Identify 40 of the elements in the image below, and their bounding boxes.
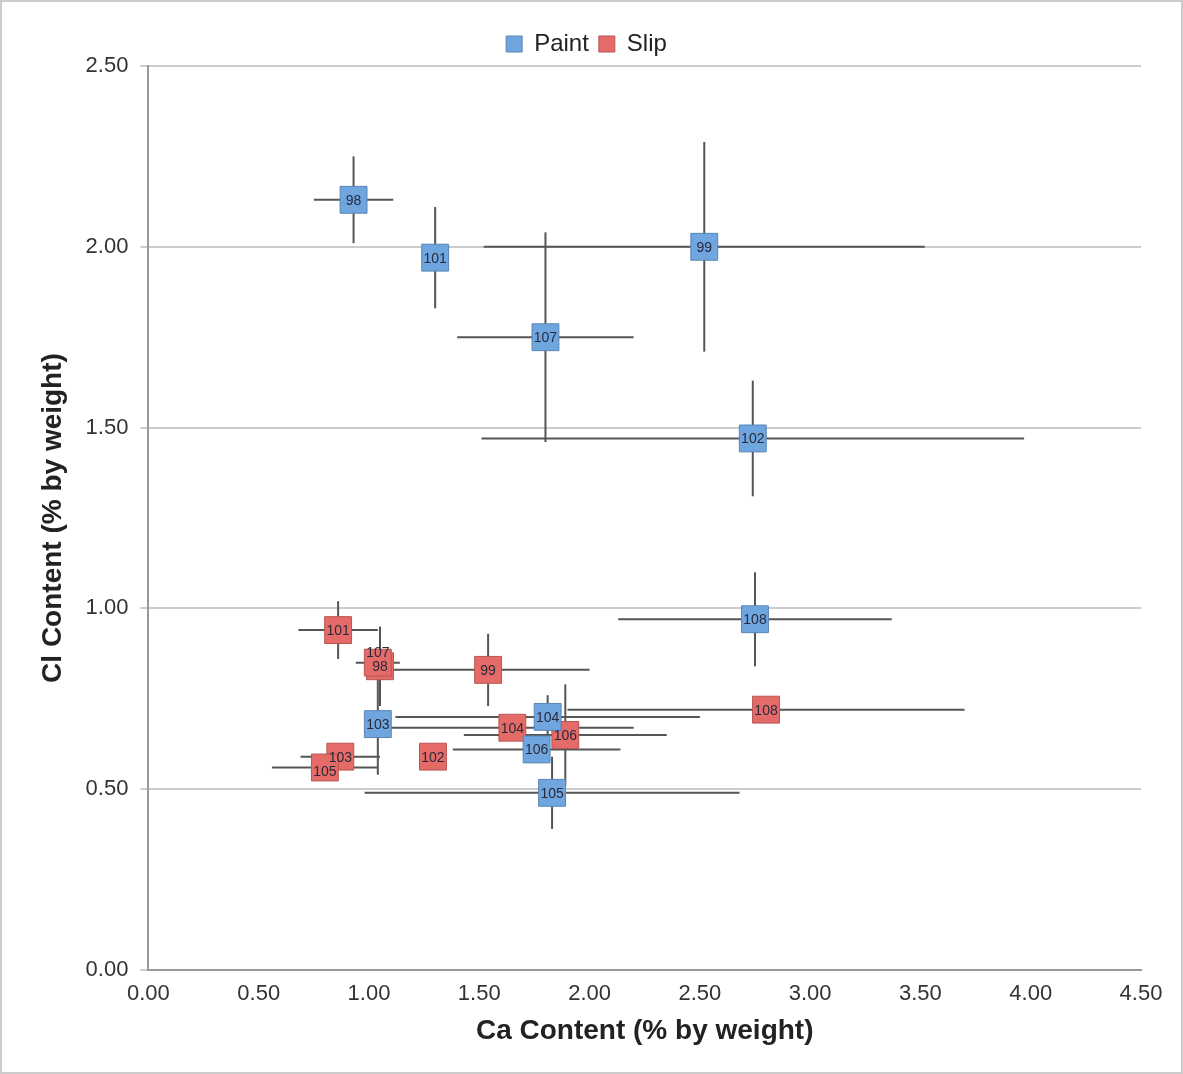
annotation: 104 (500, 719, 525, 736)
x-tick-label: 4.00 (1009, 980, 1053, 1006)
y-axis-title: Cl Content (% by weight) (35, 353, 67, 683)
y-tick-label: 2.50 (85, 52, 129, 78)
legend-label: Slip (626, 28, 667, 56)
x-tick-label: 2.50 (678, 980, 722, 1006)
annotation: 99 (696, 238, 713, 255)
annotation: 101 (423, 249, 448, 266)
x-tick-label: 3.50 (899, 980, 942, 1006)
annotation: 108 (743, 611, 767, 628)
annotation: 104 (535, 708, 560, 725)
annotation: 106 (524, 741, 549, 758)
y-tick-label: 1.00 (85, 594, 129, 620)
annotation: 107 (366, 644, 390, 661)
annotation: 99 (480, 661, 497, 678)
annotation: 102 (741, 430, 765, 447)
y-tick-label: 0.50 (85, 775, 129, 801)
x-tick-label: 0.00 (127, 980, 170, 1006)
annotation: 98 (372, 658, 389, 675)
x-tick-label: 3.00 (788, 980, 832, 1006)
annotation: 107 (533, 329, 558, 346)
annotation: 98 (345, 191, 362, 208)
y-tick-label: 1.50 (85, 413, 129, 439)
annotation: 102 (421, 748, 445, 765)
legend-label: Paint (534, 28, 590, 56)
x-tick-label: 1.00 (347, 980, 391, 1006)
y-tick-label: 0.00 (85, 956, 129, 982)
annotation: 103 (328, 748, 353, 765)
annotation: 105 (540, 784, 564, 801)
y-tick-label: 2.00 (85, 232, 129, 258)
x-tick-label: 1.50 (457, 980, 501, 1006)
annotation: 103 (366, 715, 390, 732)
x-tick-label: 0.50 (237, 980, 281, 1006)
x-tick-label: 4.50 (1119, 980, 1163, 1006)
annotation: 101 (326, 621, 350, 638)
annotation: 106 (553, 726, 578, 743)
annotation: 108 (754, 701, 778, 718)
annotation: 105 (313, 762, 337, 779)
x-axis-title: Ca Content (% by weight) (475, 1013, 814, 1045)
x-tick-label: 2.00 (568, 980, 611, 1006)
